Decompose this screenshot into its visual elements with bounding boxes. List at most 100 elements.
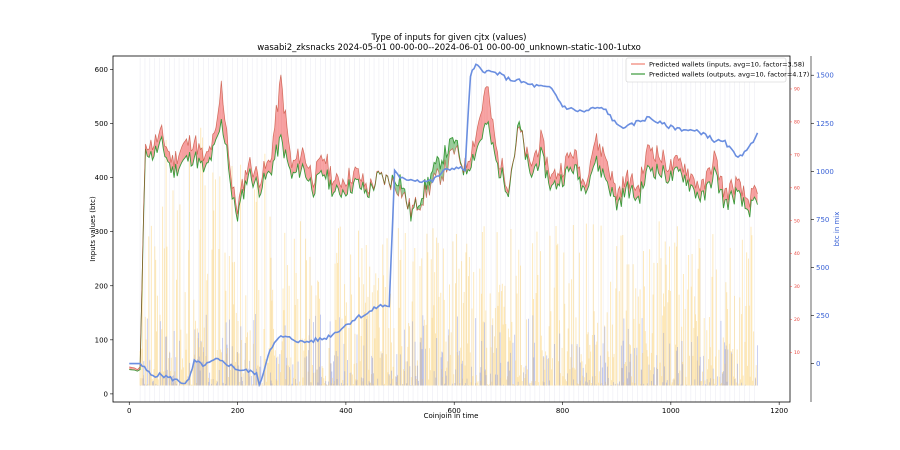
diff-fill-segment xyxy=(183,141,185,160)
diff-fill-segment xyxy=(308,165,311,182)
diff-fill-segment xyxy=(565,152,568,170)
diff-fill-segment xyxy=(263,161,266,180)
diff-fill-segment xyxy=(650,147,653,172)
diff-fill-segment xyxy=(737,178,739,192)
y2-tick-label: 750 xyxy=(816,216,829,224)
legend-label-outputs: Predicted wallets (outputs, avg=10, fact… xyxy=(649,71,809,79)
diff-fill-segment xyxy=(653,158,656,179)
diff-fill-segment xyxy=(396,185,399,197)
diff-fill-segment xyxy=(562,174,565,187)
diff-fill-segment xyxy=(695,180,698,199)
diff-fill-segment xyxy=(701,179,704,192)
diff-fill-segment xyxy=(581,178,583,192)
diff-fill-segment xyxy=(731,179,733,198)
y2-tick-label: 1250 xyxy=(816,120,834,128)
diff-fill-segment xyxy=(325,153,328,179)
diff-fill-segment xyxy=(293,160,295,173)
diff-fill-segment xyxy=(618,186,620,201)
y-tick-label: 100 xyxy=(95,336,108,344)
diff-fill-segment xyxy=(697,180,699,198)
y-tick-label: 500 xyxy=(95,120,108,128)
diff-fill-segment xyxy=(287,127,289,166)
diff-fill-segment xyxy=(540,129,543,152)
diff-fill-segment xyxy=(574,149,577,165)
diff-fill-segment xyxy=(545,156,548,179)
diff-fill-segment xyxy=(678,157,681,172)
y3-tick-label: 40 xyxy=(794,251,800,257)
diff-fill-segment xyxy=(444,145,447,173)
diff-fill-segment xyxy=(578,166,580,180)
diff-fill-segment xyxy=(711,165,713,189)
diff-fill-segment xyxy=(316,159,319,176)
y2-tick-label: 1000 xyxy=(816,168,834,176)
diff-fill-segment xyxy=(150,139,153,161)
diff-fill-segment xyxy=(435,156,438,176)
diff-fill-segment xyxy=(690,173,693,187)
diff-fill-segment xyxy=(219,80,222,132)
diff-fill-segment xyxy=(350,182,353,194)
y3-tick-label: 20 xyxy=(794,317,800,323)
diff-fill-segment xyxy=(746,198,749,211)
diff-fill-segment xyxy=(307,166,309,182)
diff-fill-segment xyxy=(661,149,664,178)
diff-fill-segment xyxy=(345,183,348,197)
y-axis-right-blue: 0 250 500 750 1000 1250 1500 xyxy=(810,56,834,402)
y2-tick-label: 500 xyxy=(816,264,829,272)
diff-fill-segment xyxy=(683,163,685,183)
diff-fill-segment xyxy=(132,367,135,371)
legend: Predicted wallets (inputs, avg=10, facto… xyxy=(625,57,809,83)
diff-fill-segment xyxy=(748,199,750,218)
background-bars xyxy=(139,58,758,402)
diff-fill-segment xyxy=(421,198,424,206)
diff-fill-segment xyxy=(341,178,343,198)
diff-fill-segment xyxy=(636,185,639,198)
diff-fill-segment xyxy=(598,143,600,172)
diff-fill-segment xyxy=(647,144,650,167)
diff-fill-segment xyxy=(675,155,678,168)
diff-fill-segment xyxy=(635,187,637,201)
diff-fill-segment xyxy=(706,168,708,185)
diff-fill-segment xyxy=(570,152,572,172)
series-lines xyxy=(129,63,759,388)
x-tick-label: 0 xyxy=(127,407,131,415)
y3-tick-label: 80 xyxy=(794,119,800,125)
diff-fill-segment xyxy=(171,155,173,173)
x-tick-label: 600 xyxy=(448,407,461,415)
y-tick-label: 300 xyxy=(95,228,108,236)
diff-fill-segment xyxy=(256,166,258,185)
diff-fill-segment xyxy=(714,150,716,172)
x-axis-label: Coinjoin in time xyxy=(424,412,479,420)
diff-fill-segment xyxy=(593,141,596,167)
diff-fill-segment xyxy=(200,147,202,163)
diff-fill-segment xyxy=(322,158,325,177)
chart-subtitle: wasabi2_zksnacks 2024-05-01 00-00-00--20… xyxy=(257,43,641,53)
diff-fill-segment xyxy=(212,132,215,146)
y-tick-label: 200 xyxy=(95,282,108,290)
diff-fill-segment xyxy=(480,110,483,141)
diff-fill-segment xyxy=(401,187,404,198)
diff-fill-segment xyxy=(294,158,297,173)
y3-tick-label: 30 xyxy=(794,284,800,290)
diff-fill-segment xyxy=(613,182,616,197)
diff-fill-segment xyxy=(686,168,688,186)
diff-fill-segment xyxy=(725,188,727,200)
diff-fill-segment xyxy=(266,160,269,174)
diff-fill-segment xyxy=(486,86,489,125)
diff-fill-segment xyxy=(742,185,744,207)
diff-fill-segment xyxy=(260,176,263,194)
diff-fill-segment xyxy=(164,146,167,158)
y3-tick-label: 10 xyxy=(794,350,800,356)
diff-fill-segment xyxy=(605,158,608,182)
diff-fill-segment xyxy=(571,155,574,174)
series-btc-in-mix-line xyxy=(129,63,759,388)
diff-fill-segment xyxy=(658,156,661,176)
y-tick-label: 400 xyxy=(95,174,108,182)
diff-fill-segment xyxy=(553,169,555,185)
diff-fill-segment xyxy=(336,173,339,189)
diff-fill-segment xyxy=(437,156,439,172)
diff-fill-segment xyxy=(276,104,278,157)
diff-fill-segment xyxy=(720,176,722,190)
diff-fill-segment xyxy=(131,367,133,370)
diff-fill-segment xyxy=(335,173,337,192)
diff-fill-segment xyxy=(466,161,469,175)
